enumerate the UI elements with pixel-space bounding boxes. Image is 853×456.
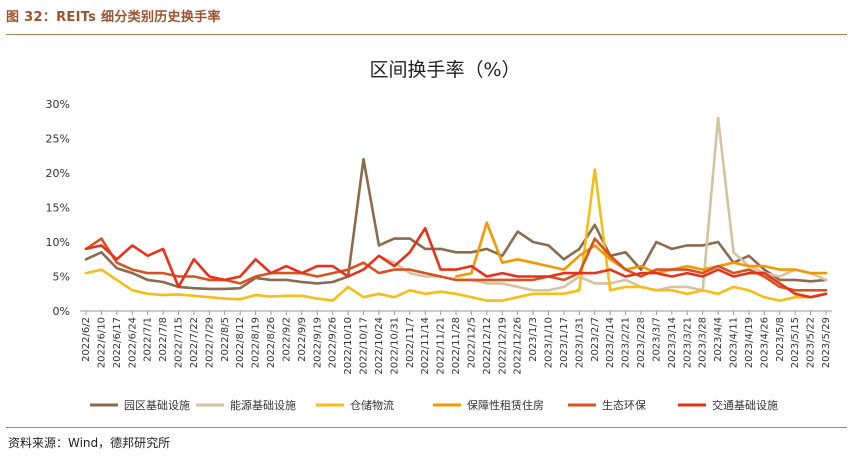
source-note: 资料来源：Wind，德邦研究所 xyxy=(8,436,171,450)
y-tick-label: 5% xyxy=(53,271,70,284)
x-tick-label: 2023/1/10 xyxy=(544,317,555,368)
x-tick-label: 2022/10/31 xyxy=(389,317,400,375)
x-tick-label: 2022/8/12 xyxy=(235,317,246,368)
x-tick-label: 2023/1/31 xyxy=(574,317,585,368)
x-tick-label: 2022/11/28 xyxy=(451,317,462,375)
series-line xyxy=(84,157,828,291)
x-tick-label: 2022/12/5 xyxy=(466,317,477,368)
legend-label: 交通基础设施 xyxy=(712,398,778,412)
x-tick-label: 2023/5/29 xyxy=(821,317,832,368)
x-tick-label: 2023/3/7 xyxy=(651,317,662,362)
x-tick-label: 2023/2/28 xyxy=(636,317,647,368)
x-tick-label: 2022/6/10 xyxy=(96,317,107,368)
x-tick-label: 2022/8/5 xyxy=(220,317,231,362)
series-line xyxy=(84,168,828,302)
y-tick-label: 20% xyxy=(46,167,70,180)
x-tick-label: 2022/12/26 xyxy=(513,317,524,375)
x-tick-label: 2022/7/8 xyxy=(158,317,169,362)
legend-label: 能源基础设施 xyxy=(230,398,296,412)
line-chart: 区间换手率（%） 0% 5% 10% 15% 20% 25% 30% 2022/6/2 2022… xyxy=(46,59,832,412)
legend-label: 保障性租赁住房 xyxy=(467,398,544,412)
series-line xyxy=(84,226,828,299)
axes: 0% 5% 10% 15% 20% 25% 30% 2022/6/2 2022/6/10 2022… xyxy=(46,98,832,375)
x-tick-label: 2022/7/22 xyxy=(189,317,200,368)
x-tick-label: 2022/9/2 xyxy=(281,317,292,362)
series-line xyxy=(454,221,828,278)
x-tick-label: 2023/3/28 xyxy=(698,317,709,368)
x-tick-label: 2022/6/17 xyxy=(112,317,123,368)
x-tick-label: 2022/10/10 xyxy=(343,317,354,375)
x-tick-label: 2023/4/11 xyxy=(729,317,740,368)
x-tick-label: 2022/6/2 xyxy=(81,317,92,362)
x-tick-label: 2023/5/15 xyxy=(790,317,801,368)
y-tick-label: 0% xyxy=(53,305,70,318)
y-tick-label: 25% xyxy=(46,133,70,146)
y-tick-label: 15% xyxy=(46,202,70,215)
x-tick-label: 2022/11/21 xyxy=(436,317,447,375)
x-tick-label: 2022/6/24 xyxy=(127,317,138,368)
x-tick-label: 2022/12/19 xyxy=(497,317,508,375)
x-tick-label: 2023/4/19 xyxy=(744,317,755,368)
legend: 园区基础设施 能源基础设施 仓储物流 保障性租赁住房 生态环保 交通基础设施 xyxy=(90,398,778,412)
x-tick-label: 2023/1/3 xyxy=(528,317,539,362)
x-tick-label: 2023/5/22 xyxy=(806,317,817,368)
x-tick-label: 2023/1/17 xyxy=(559,317,570,368)
x-tick-label: 2023/2/7 xyxy=(590,317,601,362)
x-tick-label: 2022/8/26 xyxy=(266,317,277,368)
chart-title: 区间换手率（%） xyxy=(369,59,520,81)
legend-label: 园区基础设施 xyxy=(124,399,190,412)
series-line xyxy=(84,237,828,292)
figure-label: 图 32：REITs 细分类别历史换手率 xyxy=(6,10,221,25)
x-tick-label: 2022/11/14 xyxy=(420,317,431,375)
x-tick-label: 2023/3/14 xyxy=(667,317,678,368)
y-tick-label: 30% xyxy=(46,98,70,111)
x-tick-label: 2022/9/19 xyxy=(312,317,323,368)
x-tick-label: 2023/4/26 xyxy=(759,317,770,368)
y-tick-label: 10% xyxy=(46,236,70,249)
legend-label: 生态环保 xyxy=(602,398,646,412)
x-tick-label: 2022/12/12 xyxy=(482,317,493,375)
x-tick-label: 2022/11/7 xyxy=(405,317,416,368)
x-tick-label: 2022/7/29 xyxy=(204,317,215,368)
legend-label: 仓储物流 xyxy=(350,398,394,412)
top-divider xyxy=(6,34,847,35)
bottom-divider xyxy=(6,427,847,428)
x-tick-label: 2023/2/14 xyxy=(605,317,616,368)
x-tick-label: 2023/5/8 xyxy=(775,317,786,362)
x-tick-label: 2022/9/26 xyxy=(328,317,339,368)
x-tick-label: 2023/2/21 xyxy=(621,317,632,368)
x-tick-label: 2022/7/1 xyxy=(143,317,154,362)
x-tick-label: 2022/10/17 xyxy=(359,317,370,375)
x-tick-label: 2023/3/21 xyxy=(682,317,693,368)
x-tick-label: 2023/4/4 xyxy=(713,317,724,362)
x-tick-label: 2022/9/9 xyxy=(297,317,308,362)
x-tick-label: 2022/8/19 xyxy=(251,317,262,368)
x-tick-label: 2022/7/15 xyxy=(174,317,185,368)
series-lines xyxy=(84,116,828,302)
x-tick-label: 2022/10/24 xyxy=(374,317,385,375)
